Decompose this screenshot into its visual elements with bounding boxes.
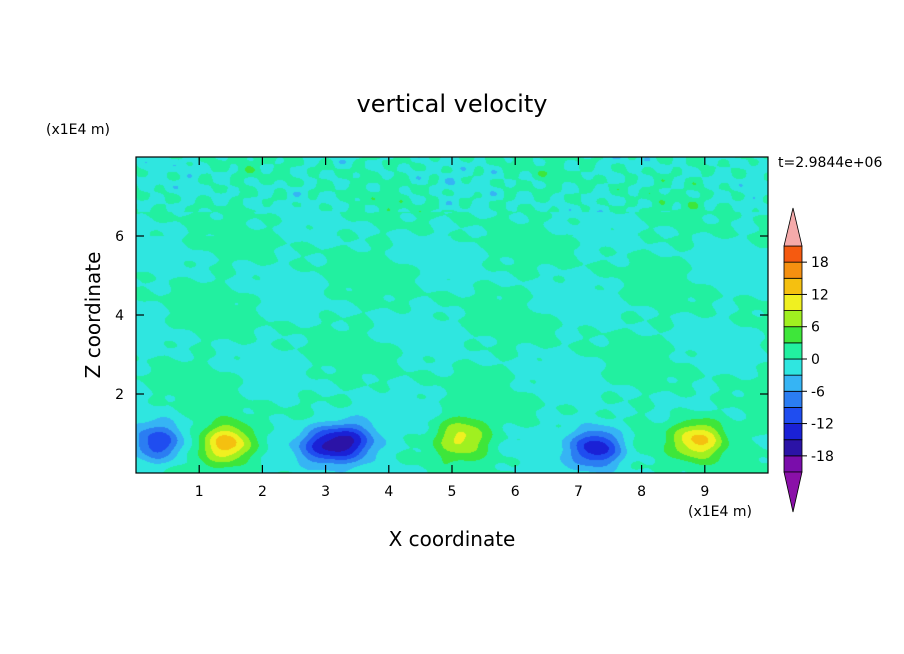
y-axis-label: Z coordinate	[81, 252, 105, 379]
x-tick-label-1: 2	[258, 484, 267, 500]
colorbar-segment-9	[783, 310, 803, 328]
y-tick-label-1: 4	[115, 308, 124, 324]
colorbar-over-arrow	[783, 207, 803, 247]
y-tick-label-2: 6	[115, 229, 124, 245]
x-tick-label-7: 8	[637, 484, 646, 500]
colorbar-segment-12	[783, 261, 803, 279]
colorbar-under-arrow	[783, 471, 803, 513]
colorbar-tick-label-5: -12	[811, 417, 834, 433]
colorbar-segment-13	[783, 245, 803, 263]
colorbar-tick-label-3: 0	[811, 352, 820, 368]
colorbar: 18 12 6 0 -6 -12 -18	[783, 207, 834, 513]
y-unit-label: (x1E4 m)	[46, 122, 110, 138]
colorbar-segment-7	[783, 342, 803, 360]
x-tick-label-4: 5	[448, 484, 457, 500]
x-axis: 1 2 3 4 5 6 7 8 9	[195, 157, 709, 500]
x-tick-label-6: 7	[574, 484, 583, 500]
plot-area	[135, 156, 769, 474]
y-tick-label-0: 2	[115, 387, 124, 403]
x-tick-label-8: 9	[700, 484, 709, 500]
colorbar-segment-5	[783, 374, 803, 392]
colorbar-segment-3	[783, 407, 803, 424]
x-tick-label-3: 4	[384, 484, 393, 500]
time-label: t=2.9844e+06	[778, 155, 882, 171]
colorbar-segment-0	[783, 455, 803, 473]
colorbar-segment-2	[783, 423, 803, 441]
colorbar-tick-label-2: 6	[811, 320, 820, 336]
colorbar-tick-label-0: 18	[811, 255, 829, 271]
x-tick-label-0: 1	[195, 484, 204, 500]
y-axis: 2 4 6	[115, 229, 768, 403]
colorbar-segment-8	[783, 326, 803, 344]
velocity-field	[136, 157, 768, 473]
x-unit-label: (x1E4 m)	[688, 504, 752, 520]
x-axis-label: X coordinate	[389, 527, 516, 551]
colorbar-segment-10	[783, 294, 803, 311]
colorbar-segment-6	[783, 358, 803, 376]
colorbar-segment-4	[783, 390, 803, 408]
colorbar-tick-label-6: -18	[811, 449, 834, 465]
colorbar-segment-1	[783, 439, 803, 457]
x-tick-label-5: 6	[511, 484, 520, 500]
x-tick-label-2: 3	[321, 484, 330, 500]
colorbar-tick-label-1: 12	[811, 287, 829, 303]
colorbar-tick-label-4: -6	[811, 384, 825, 400]
chart-title: vertical velocity	[357, 90, 548, 118]
colorbar-segment-11	[783, 277, 803, 295]
